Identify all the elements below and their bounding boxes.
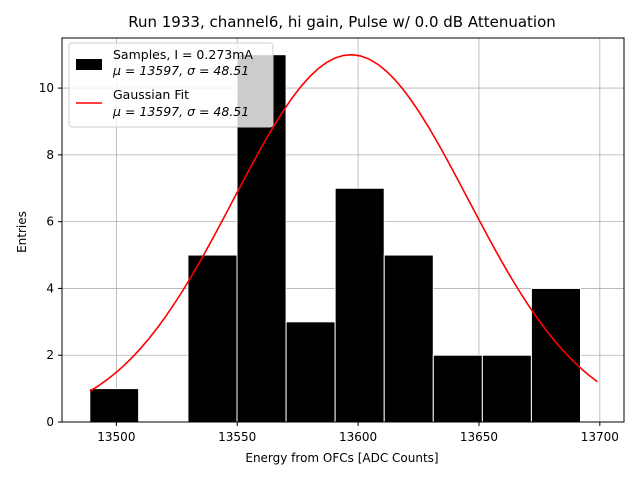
histogram-bar [187, 254, 238, 423]
legend-histogram-label: Samples, I = 0.273mA [113, 47, 253, 62]
x-tick-label: 13650 [460, 430, 498, 444]
y-tick-label: 6 [46, 215, 54, 229]
histogram-bar [383, 254, 434, 423]
legend-fit-label: Gaussian Fit [113, 87, 189, 102]
x-tick-label: 13600 [339, 430, 377, 444]
plot-frame [61, 37, 625, 423]
legend-fit-stats: μ = 13597, σ = 48.51 [112, 104, 249, 119]
legend-box [68, 42, 274, 128]
histogram-bar [481, 354, 532, 423]
y-tick-label: 10 [39, 81, 54, 95]
legend-histogram-stats: μ = 13597, σ = 48.51 [112, 63, 249, 78]
legend-histogram-swatch [76, 59, 102, 70]
y-axis-label: Entries [15, 211, 29, 253]
y-tick-label: 4 [46, 281, 54, 295]
histogram-bar [432, 354, 483, 423]
legend: Samples, I = 0.273mA μ = 13597, σ = 48.5… [68, 42, 274, 128]
histogram-bar [89, 388, 140, 423]
histogram-bar [530, 287, 581, 423]
y-tick-label: 8 [46, 148, 54, 162]
chart-title: Run 1933, channel6, hi gain, Pulse w/ 0.… [128, 13, 556, 31]
x-tick-label: 13700 [581, 430, 619, 444]
gaussian-fit-line [89, 53, 598, 392]
histogram-bar [285, 321, 336, 423]
x-tick-label: 13500 [97, 430, 135, 444]
x-tick-label: 13550 [218, 430, 256, 444]
y-tick-label: 2 [46, 348, 54, 362]
histogram-bar [334, 187, 385, 423]
x-axis-label: Energy from OFCs [ADC Counts] [245, 451, 438, 465]
y-tick-label: 0 [46, 415, 54, 429]
